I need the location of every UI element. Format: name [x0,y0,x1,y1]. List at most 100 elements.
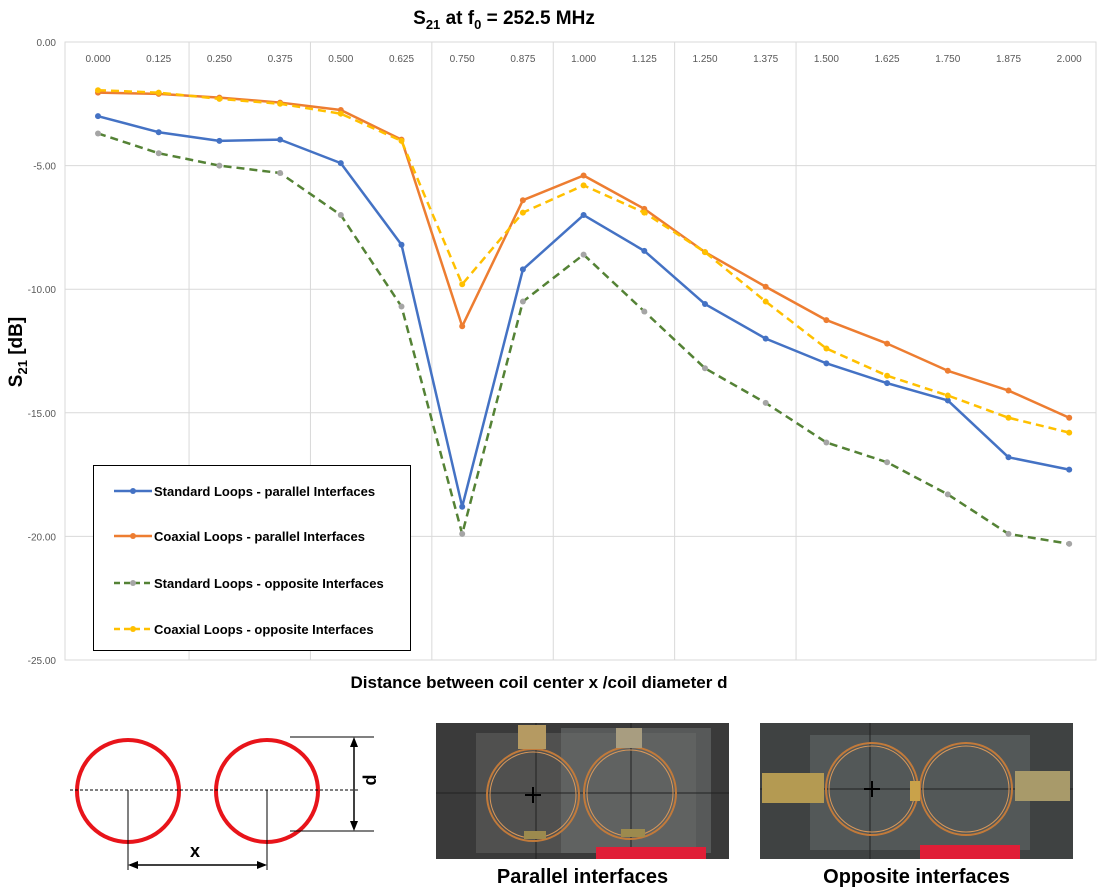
x-arrow-left [128,861,138,869]
y-tick-label: -25.00 [28,656,57,667]
legend-item-standard-parallel: Standard Loops - parallel Interfaces [114,481,375,501]
x-tick-label: 0.000 [85,54,110,65]
legend-label: Standard Loops - opposite Interfaces [154,575,384,591]
series-point [459,530,466,537]
series-point [762,335,769,342]
series-point [216,162,223,169]
series-point [337,160,344,167]
parallel-interfaces-caption: Parallel interfaces [496,866,669,888]
series-point [823,360,830,367]
x-arrow-right [257,861,267,869]
series-point [398,241,405,248]
x-tick-label: 0.875 [510,54,535,65]
series-point [823,317,830,324]
series-point [459,503,466,510]
y-tick-label: -10.00 [28,285,57,296]
x-tick-label: 1.000 [571,54,596,65]
series-point [1066,540,1073,547]
x-axis-label: Distance between coil center x /coil dia… [351,673,728,692]
series-point [1066,414,1073,421]
series-point [519,209,526,216]
x-tick-label: 1.250 [692,54,717,65]
x-tick-label: 1.500 [814,54,839,65]
series-point [1005,387,1012,394]
series-point [884,459,891,466]
series-point [398,137,405,144]
series-point [277,100,284,107]
series-point [823,439,830,446]
series-point [641,247,648,254]
series-point [155,129,162,136]
legend-item-standard-opposite: Standard Loops - opposite Interfaces [114,573,384,593]
y-tick-labels: 0.00 -5.00 -10.00 -15.00 -20.00 -25.00 [28,38,57,667]
x-tick-label: 0.250 [207,54,232,65]
series-point [277,170,284,177]
series-point [884,340,891,347]
y-tick-label: -20.00 [28,532,57,543]
legend-label: Standard Loops - parallel Interfaces [154,483,376,499]
series-point [95,113,101,120]
x-tick-label: 2.000 [1057,54,1082,65]
series-point [641,308,648,315]
series-point [1066,466,1073,473]
series-point [459,323,466,330]
series-point [823,345,830,352]
series-point [277,136,284,143]
x-tick-label: 1.625 [875,54,900,65]
x-tick-label: 0.500 [328,54,353,65]
series-point [702,365,708,372]
series-point [337,212,344,219]
series-point [944,491,951,498]
series-point [944,397,951,404]
y-axis-label: S21 [dB] [6,317,30,387]
series-point [337,110,344,117]
series-point [95,130,101,137]
series-point [944,367,951,374]
x-tick-label: 1.375 [753,54,778,65]
opposite-interfaces-photo [760,723,1073,859]
series-point [519,197,526,204]
chart-title: S21 at f0 = 252.5 MHz [413,8,595,32]
series-point [155,150,162,157]
legend-item-coaxial-opposite: Coaxial Loops - opposite Interfaces [114,619,374,639]
parallel-interfaces-photo [436,723,729,859]
legend-label: Coaxial Loops - opposite Interfaces [154,621,374,637]
x-tick-label: 1.125 [632,54,657,65]
x-tick-label: 0.125 [146,54,171,65]
series-point [580,212,587,219]
series-point [1005,454,1012,461]
y-tick-label: -5.00 [33,162,56,173]
series-point [944,392,951,399]
series-point [580,172,587,179]
series-point [1005,414,1012,421]
d-arrow-bottom [350,821,358,831]
d-arrow-top [350,737,358,747]
series-point [398,303,405,310]
x-tick-label: 0.375 [268,54,293,65]
series-point [519,298,526,305]
series-point [155,89,162,96]
series-point [702,249,708,256]
series-point [519,266,526,273]
series-point [580,251,587,258]
x-tick-label: 0.625 [389,54,414,65]
series-point [216,137,223,144]
series-point [641,209,648,216]
x-tick-label: 0.750 [450,54,475,65]
chart-legend: Standard Loops - parallel Interfaces Coa… [93,465,411,651]
series-point [762,399,769,406]
series-point [702,301,708,308]
series-point [1005,530,1012,537]
series-point [884,380,891,387]
series-point [884,372,891,379]
series-point [1066,429,1073,436]
y-tick-label: 0.00 [37,38,57,49]
legend-label: Coaxial Loops - parallel Interfaces [154,528,365,544]
series-point [762,298,769,305]
x-tick-labels: 0.000 0.125 0.250 0.375 0.500 0.625 0.750 0.875… [85,54,1082,65]
series-line [97,132,1070,546]
x-tick-label: 1.875 [996,54,1021,65]
series-point [95,87,101,94]
x-tick-label: 1.750 [935,54,960,65]
series-point [459,281,466,288]
